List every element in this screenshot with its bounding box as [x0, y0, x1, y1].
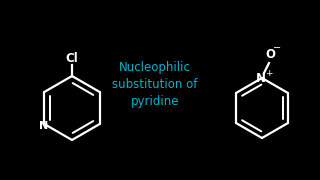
Text: O: O	[265, 48, 275, 62]
Text: Cl: Cl	[66, 53, 78, 66]
Text: N: N	[256, 73, 266, 86]
Text: −: −	[273, 43, 281, 53]
Text: Nucleophilic: Nucleophilic	[119, 62, 191, 75]
Text: pyridine: pyridine	[131, 96, 179, 109]
Text: N: N	[39, 121, 48, 131]
Text: substitution of: substitution of	[112, 78, 198, 91]
Text: +: +	[265, 69, 273, 78]
